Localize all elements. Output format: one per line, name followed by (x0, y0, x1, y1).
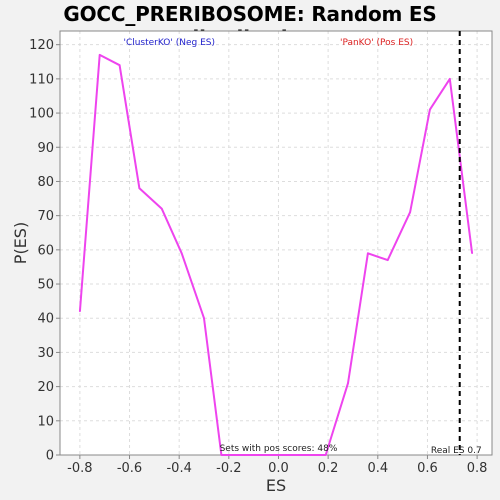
data-point (324, 454, 327, 456)
data-point (409, 211, 411, 214)
x-tick-label: -0.2 (216, 461, 241, 476)
plot-area (60, 31, 492, 455)
data-point (367, 252, 369, 255)
data-point (160, 208, 163, 210)
x-tick-label: 0.2 (318, 461, 339, 476)
y-tick-label: 30 (37, 346, 54, 361)
data-point (347, 382, 349, 384)
y-tick-label: 10 (37, 414, 54, 429)
data-point (304, 454, 307, 456)
series-line (78, 53, 474, 456)
data-point (386, 259, 389, 261)
x-tick-label: -0.4 (166, 461, 191, 476)
neg-es-label: 'ClusterKO' (Neg ES) (123, 38, 215, 48)
data-point (285, 454, 287, 456)
data-point (180, 252, 183, 255)
x-tick-label: 0.0 (268, 461, 289, 476)
pos-es-label: 'PanKO' (Pos ES) (340, 38, 413, 48)
pos-scores-label: Sets with pos scores: 48% (220, 444, 338, 454)
y-tick-label: 60 (37, 243, 54, 258)
data-point (79, 310, 81, 313)
x-tick-label: 0.8 (467, 461, 488, 476)
y-tick-label: 80 (37, 175, 54, 190)
y-tick-label: 50 (37, 278, 54, 293)
data-point (242, 454, 245, 456)
x-axis-label: ES (266, 476, 286, 495)
x-tick-label: -0.8 (67, 461, 92, 476)
y-tick-label: 120 (29, 38, 54, 53)
x-tick-label: 0.6 (417, 461, 438, 476)
data-point (429, 108, 431, 111)
y-tick-label: 100 (29, 107, 54, 122)
x-tick-label: -0.6 (117, 461, 142, 476)
data-point (448, 78, 451, 80)
y-tick-label: 70 (37, 209, 54, 224)
y-tick-label: 20 (37, 380, 54, 395)
data-point (220, 454, 223, 456)
data-point (118, 64, 121, 66)
y-tick-label: 110 (29, 72, 54, 87)
real-es-label: Real ES 0.7 (431, 446, 482, 456)
data-point (262, 454, 265, 456)
y-tick-label: 90 (37, 141, 54, 156)
data-point (98, 54, 101, 56)
y-axis-label: P(ES) (11, 222, 30, 264)
x-tick-label: 0.4 (367, 461, 388, 476)
y-tick-label: 0 (46, 449, 54, 464)
y-tick-label: 40 (37, 312, 54, 327)
data-point (203, 317, 205, 320)
data-point (138, 187, 141, 190)
data-point (471, 252, 473, 255)
